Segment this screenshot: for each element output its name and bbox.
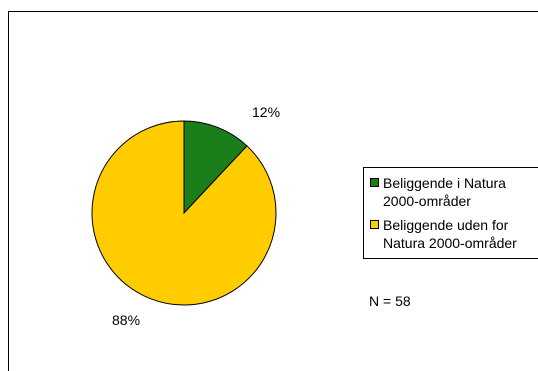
legend-label-natura: Beliggende i Natura 2000-områder [383,175,506,209]
sample-size-note: N = 58 [369,293,411,309]
legend: Beliggende i Natura 2000-områder Beliggen… [363,167,538,259]
legend-swatch-yellow [370,220,379,229]
pie-slice-1 [91,120,277,306]
legend-swatch-green [370,178,379,187]
data-label-12: 12% [252,104,280,120]
legend-label-outside: Beliggende uden for Natura 2000-områder [383,217,517,251]
pie-slice-0 [183,120,248,215]
chart-frame [8,11,538,371]
data-label-88: 88% [112,312,140,328]
